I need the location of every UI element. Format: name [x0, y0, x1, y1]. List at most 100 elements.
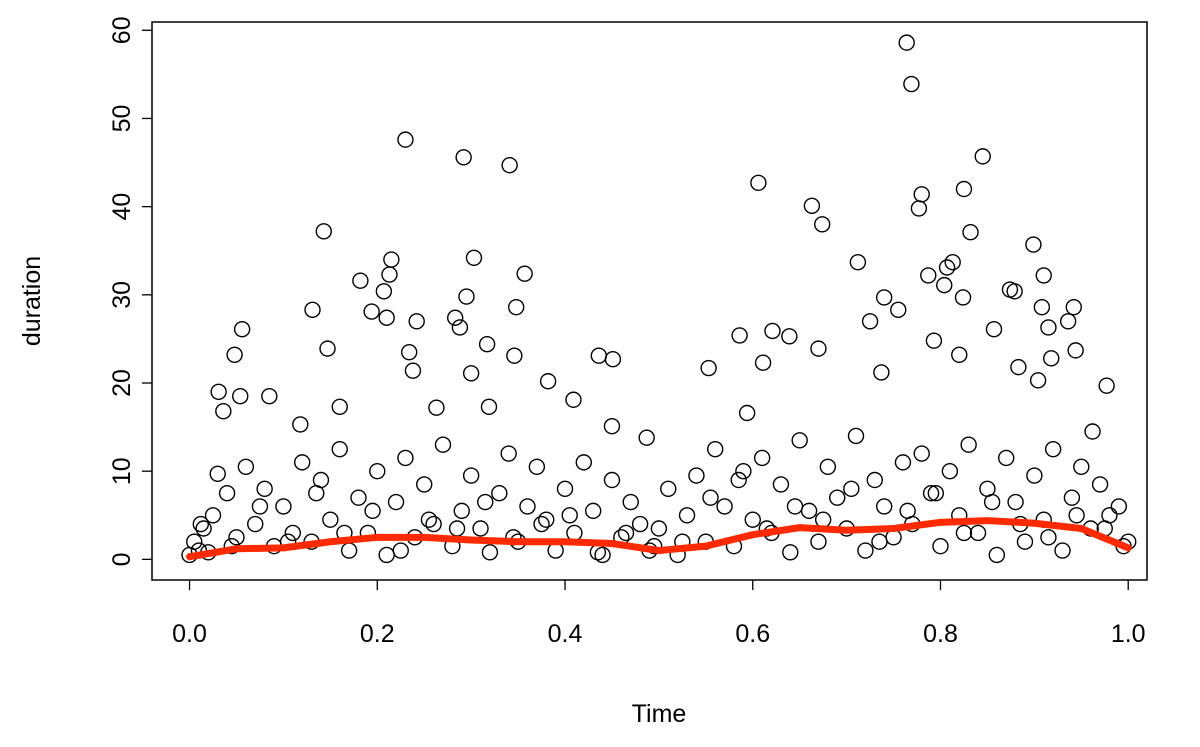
x-tick-label: 0.4: [548, 620, 583, 648]
point: [228, 529, 245, 546]
point: [501, 157, 518, 174]
point: [702, 489, 719, 506]
point: [538, 511, 555, 528]
point: [814, 216, 831, 233]
point: [744, 511, 761, 528]
y-tick-label: 10: [108, 457, 136, 485]
point: [913, 445, 930, 462]
y-tick-label: 30: [108, 281, 136, 309]
point: [247, 515, 264, 533]
point: [861, 313, 879, 330]
point: [932, 537, 949, 555]
y-tick-label: 0: [108, 552, 136, 566]
point: [938, 259, 956, 276]
point: [462, 467, 480, 484]
point: [922, 485, 940, 502]
point: [232, 388, 249, 405]
point: [1029, 372, 1047, 389]
point: [1084, 423, 1101, 440]
point: [700, 359, 717, 377]
point: [898, 34, 915, 51]
point: [910, 200, 928, 217]
point: [292, 416, 309, 433]
point: [397, 131, 414, 148]
point: [962, 224, 979, 241]
point: [707, 440, 724, 458]
point: [192, 515, 210, 533]
point: [1098, 377, 1115, 394]
point: [1110, 498, 1128, 515]
point: [731, 327, 748, 344]
point: [408, 313, 425, 330]
point: [375, 283, 393, 300]
point: [352, 272, 369, 289]
point: [988, 546, 1006, 564]
point: [1073, 458, 1090, 475]
point: [428, 399, 445, 416]
point: [404, 362, 422, 379]
point: [974, 148, 991, 165]
point: [561, 507, 578, 524]
point: [829, 489, 846, 506]
point: [480, 398, 498, 416]
point: [1065, 298, 1082, 316]
point: [603, 418, 621, 435]
point: [331, 398, 348, 416]
point: [506, 347, 523, 364]
point: [315, 223, 332, 240]
point: [528, 458, 546, 475]
point: [516, 265, 533, 282]
point: [275, 498, 292, 515]
point: [781, 328, 798, 345]
point: [997, 449, 1015, 467]
point: [716, 498, 733, 515]
x-tick-label: 0.0: [172, 620, 207, 648]
point: [186, 533, 203, 550]
point: [425, 515, 442, 533]
point: [1016, 533, 1034, 550]
point: [920, 267, 937, 284]
point: [491, 485, 508, 502]
point: [638, 429, 655, 446]
point: [195, 520, 212, 537]
point: [985, 321, 1003, 338]
point: [420, 511, 438, 528]
point: [753, 449, 771, 467]
point: [890, 301, 907, 319]
point: [210, 383, 227, 401]
point: [1026, 467, 1043, 484]
point: [1033, 298, 1051, 316]
point: [944, 254, 961, 271]
point: [256, 480, 273, 498]
point: [1091, 476, 1109, 493]
point: [261, 388, 278, 405]
point: [738, 404, 756, 422]
point: [453, 502, 470, 520]
point: [1054, 542, 1071, 559]
point: [604, 350, 622, 368]
point: [810, 340, 827, 357]
point: [364, 502, 381, 520]
point: [857, 542, 874, 559]
point: [233, 321, 251, 338]
point: [369, 462, 386, 480]
x-tick-label: 0.8: [923, 620, 958, 648]
point: [319, 340, 336, 357]
point: [508, 298, 525, 316]
point: [462, 365, 480, 382]
point: [381, 266, 398, 283]
point: [565, 391, 582, 408]
point: [284, 524, 302, 542]
x-tick-label: 0.6: [735, 620, 770, 648]
point: [955, 524, 973, 542]
point: [392, 542, 409, 559]
point: [400, 343, 418, 361]
point: [584, 502, 602, 520]
point: [308, 485, 325, 502]
y-tick-label: 60: [108, 16, 136, 44]
point: [556, 480, 574, 498]
point: [927, 485, 944, 502]
point: [477, 493, 494, 511]
point: [688, 467, 705, 484]
